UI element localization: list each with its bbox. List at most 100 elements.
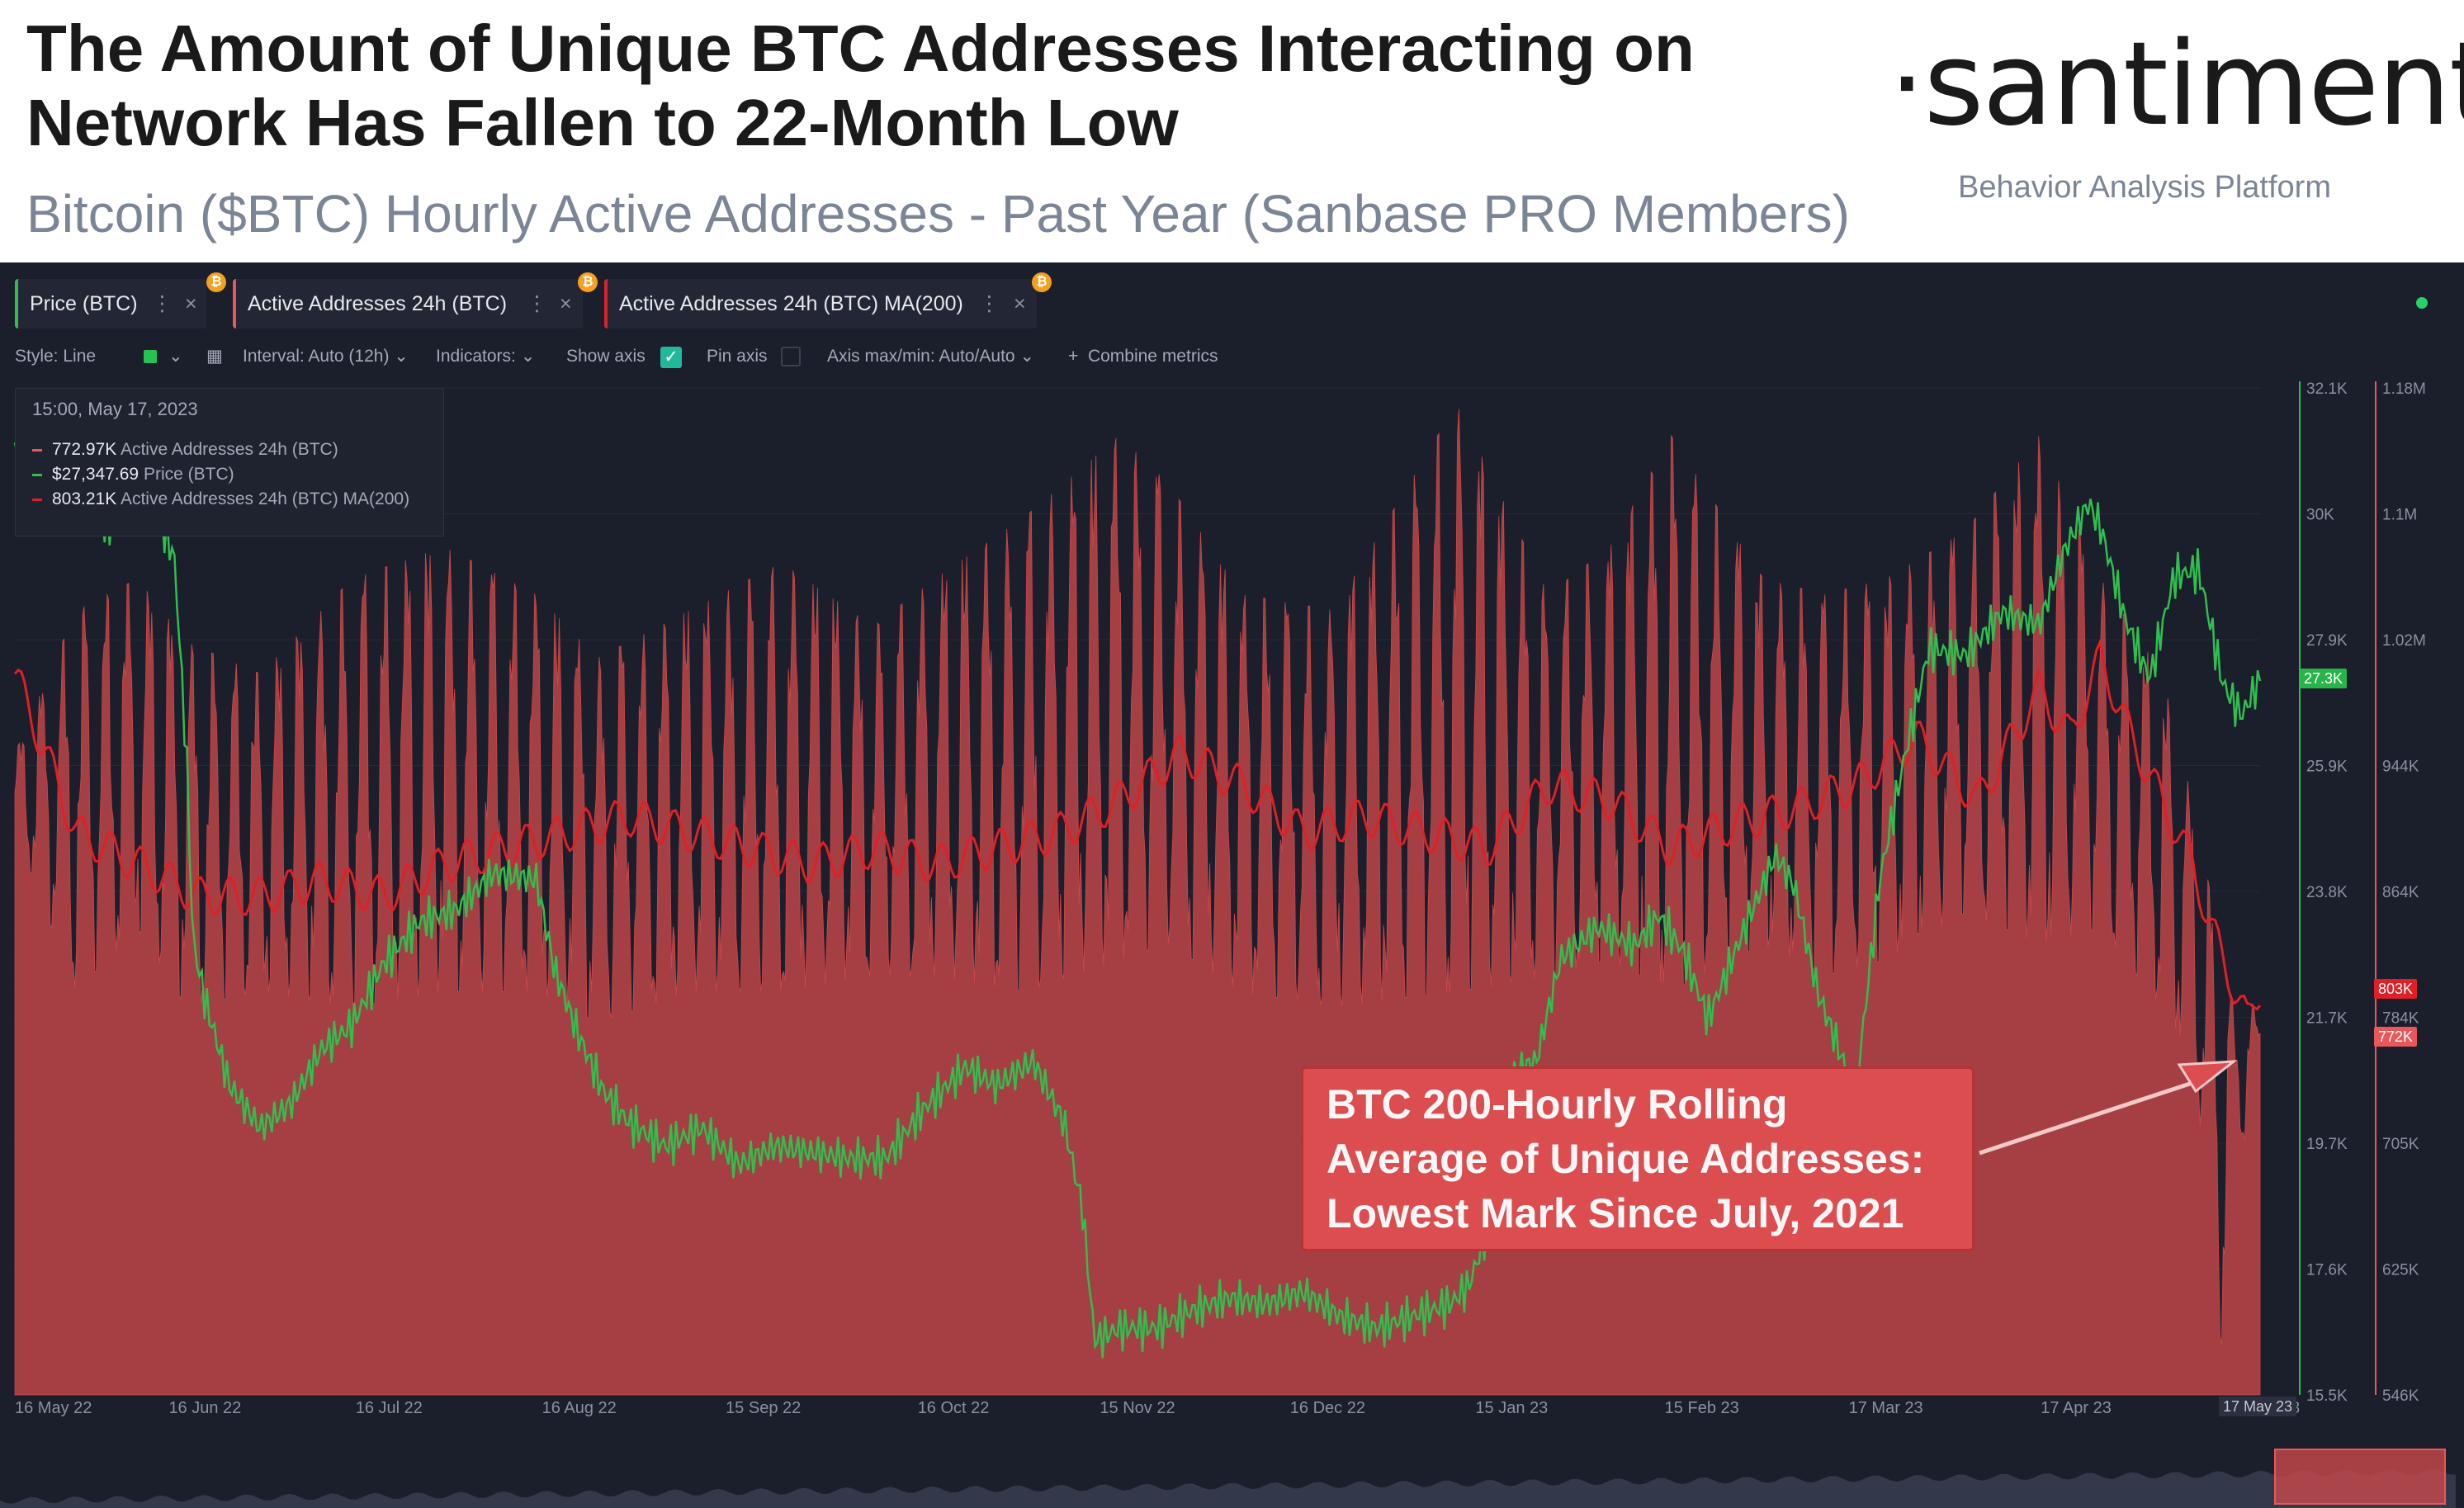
indicators-label: Indicators: [436, 347, 516, 366]
price-axis-tick-label: 17.6K [2306, 1262, 2348, 1279]
interval-label: Interval: Auto (12h) [243, 347, 390, 366]
more-icon[interactable]: ⋮ [979, 292, 1000, 315]
active-axis-tick-label: 944K [2382, 759, 2419, 776]
x-tick-label: 16 Oct 22 [918, 1399, 990, 1417]
active-axis-tick-label: 1.02M [2382, 632, 2426, 650]
more-icon[interactable]: ⋮ [527, 292, 547, 315]
x-tick-label: 17 Mar 23 [1849, 1399, 1923, 1417]
close-icon[interactable]: × [1014, 292, 1026, 315]
x-tick-label: 15 Nov 22 [1100, 1399, 1175, 1417]
chevron-down-icon[interactable]: ⌄ [168, 347, 183, 366]
more-icon[interactable]: ⋮ [152, 292, 173, 315]
active-axis-tick-label: 864K [2382, 884, 2419, 901]
annotation-line: Lowest Mark Since July, 2021 [1327, 1190, 1904, 1236]
x-tick-label: 15 Sep 22 [726, 1399, 801, 1417]
hover-tooltip: 15:00, May 17, 2023 772.97K Active Addre… [15, 388, 444, 537]
ma-current-badge: 803K [2374, 979, 2418, 999]
tab-active-addresses[interactable]: Active Addresses 24h (BTC) ⋮ × ₿ [233, 272, 598, 329]
interval-dropdown[interactable]: Interval: Auto (12h) ⌄ [243, 347, 409, 366]
calendar-icon: ▦ [206, 347, 223, 366]
axis-maxmin-label: Axis max/min: Auto/Auto [827, 347, 1015, 366]
x-tick-label: 15 Feb 23 [1665, 1399, 1739, 1417]
active-axis-tick-label: 546K [2382, 1387, 2419, 1405]
tab-label: Active Addresses 24h (BTC) MA(200) [619, 292, 963, 315]
series-lines [13, 432, 2262, 1359]
annotation-box: BTC 200-Hourly Rolling Average of Unique… [1301, 1066, 1975, 1251]
tooltip-value: $27,347.69 [52, 465, 140, 484]
active-current-badge: 772K [2374, 1027, 2418, 1047]
price-axis-tick-label: 23.8K [2306, 884, 2348, 901]
brand-tagline: Behavior Analysis Platform [1958, 170, 2331, 205]
bitcoin-icon: ₿ [1032, 272, 1052, 292]
tooltip-label: Price (BTC) [143, 465, 234, 484]
navigator-area [0, 1468, 2456, 1508]
santiment-logo: ·santiment· [1889, 17, 2464, 152]
color-swatch[interactable] [144, 350, 157, 363]
annotation-arrow [1979, 1060, 2238, 1156]
price-axis-tick-label: 15.5K [2306, 1387, 2348, 1405]
tab-price-btc[interactable]: Price (BTC) ⋮ × ₿ [15, 272, 226, 329]
range-navigator[interactable] [0, 1443, 2464, 1508]
active-axis-tick-label: 784K [2382, 1010, 2419, 1028]
legend-swatch [32, 448, 42, 451]
legend-swatch [32, 473, 42, 476]
active-axis-tick-label: 625K [2382, 1262, 2419, 1279]
active-axis-tick-label: 705K [2382, 1136, 2419, 1153]
axes: 32.1K 1.18M 30K 1.1M 27.9K 1.02M 25.9K 944K 23.8… [15, 381, 2426, 1417]
live-status-dot [2416, 297, 2428, 309]
tooltip-row-ma: 803.21K Active Addresses 24h (BTC) MA(20… [32, 489, 409, 509]
bitcoin-icon: ₿ [206, 272, 226, 292]
close-icon[interactable]: × [185, 292, 197, 315]
show-axis-checkbox[interactable]: ✓ [660, 347, 682, 368]
navigator-selection-handle [2274, 1449, 2446, 1505]
tab-color-bar [233, 279, 236, 329]
bitcoin-icon: ₿ [578, 272, 598, 292]
active-axis-tick-label: 1.1M [2382, 507, 2417, 524]
date-cursor-badge: 17 May 23 [2219, 1397, 2297, 1416]
tab-color-bar [15, 279, 18, 329]
x-tick-label: 15 Jan 23 [1475, 1399, 1548, 1417]
x-tick-label: 17 Apr 23 [2041, 1399, 2112, 1417]
combine-metrics-label: Combine metrics [1087, 347, 1218, 366]
chart-panel: Price (BTC) ⋮ × ₿ Active Addresses 24h (… [0, 262, 2464, 1508]
x-tick-label: 16 May 22 [15, 1399, 92, 1417]
price-current-badge: 27.3K [2300, 669, 2348, 688]
annotation-arrow-head [2177, 1060, 2238, 1094]
tooltip-label: Active Addresses 24h (BTC) MA(200) [120, 489, 410, 508]
tooltip-value: 772.97K [52, 440, 117, 459]
x-tick-label: 16 Dec 22 [1290, 1399, 1365, 1417]
style-label: Style: Line [15, 347, 97, 366]
tab-active-addresses-ma[interactable]: Active Addresses 24h (BTC) MA(200) ⋮ × ₿ [604, 272, 1052, 329]
show-axis-label: Show axis [566, 347, 646, 366]
page-subtitle: Bitcoin ($BTC) Hourly Active Addresses -… [26, 184, 1850, 243]
tooltip-row-active: 772.97K Active Addresses 24h (BTC) [32, 440, 338, 460]
x-tick-label: 16 Jun 22 [168, 1399, 241, 1417]
close-icon[interactable]: × [560, 292, 572, 315]
tab-label: Active Addresses 24h (BTC) [248, 292, 508, 315]
combine-metrics-button[interactable]: + Combine metrics [1068, 347, 1218, 366]
tooltip-row-price: $27,347.69 Price (BTC) [32, 465, 234, 485]
x-tick-label: 16 Jul 22 [356, 1399, 423, 1417]
tab-color-bar [604, 279, 608, 329]
page-title: The Amount of Unique BTC Addresses Inter… [26, 12, 1695, 159]
ma200-line [13, 639, 2262, 1011]
price-axis-tick-label: 25.9K [2306, 759, 2348, 776]
tooltip-date: 15:00, May 17, 2023 [32, 399, 198, 419]
annotation-arrow-line [1979, 1077, 2203, 1156]
price-axis-tick-label: 30K [2306, 507, 2334, 524]
price-line [13, 432, 2262, 1359]
annotation-line: Average of Unique Addresses: [1327, 1136, 1925, 1182]
tooltip-value: 803.21K [52, 489, 117, 508]
pin-axis-label: Pin axis [707, 347, 768, 366]
legend-swatch [32, 498, 42, 501]
price-axis-tick-label: 32.1K [2306, 381, 2348, 398]
style-dropdown[interactable]: Style: Line [15, 340, 96, 373]
price-axis-tick-label: 21.7K [2306, 1010, 2348, 1028]
price-axis-tick-label: 27.9K [2306, 632, 2348, 650]
pin-axis-checkbox[interactable] [781, 347, 801, 366]
tab-label: Price (BTC) [30, 292, 138, 315]
x-tick-label: 16 Aug 22 [542, 1399, 617, 1417]
tooltip-label: Active Addresses 24h (BTC) [120, 440, 338, 459]
indicators-dropdown[interactable]: Indicators: ⌄ [436, 347, 536, 366]
axis-maxmin-dropdown[interactable]: Axis max/min: Auto/Auto ⌄ [827, 347, 1035, 366]
